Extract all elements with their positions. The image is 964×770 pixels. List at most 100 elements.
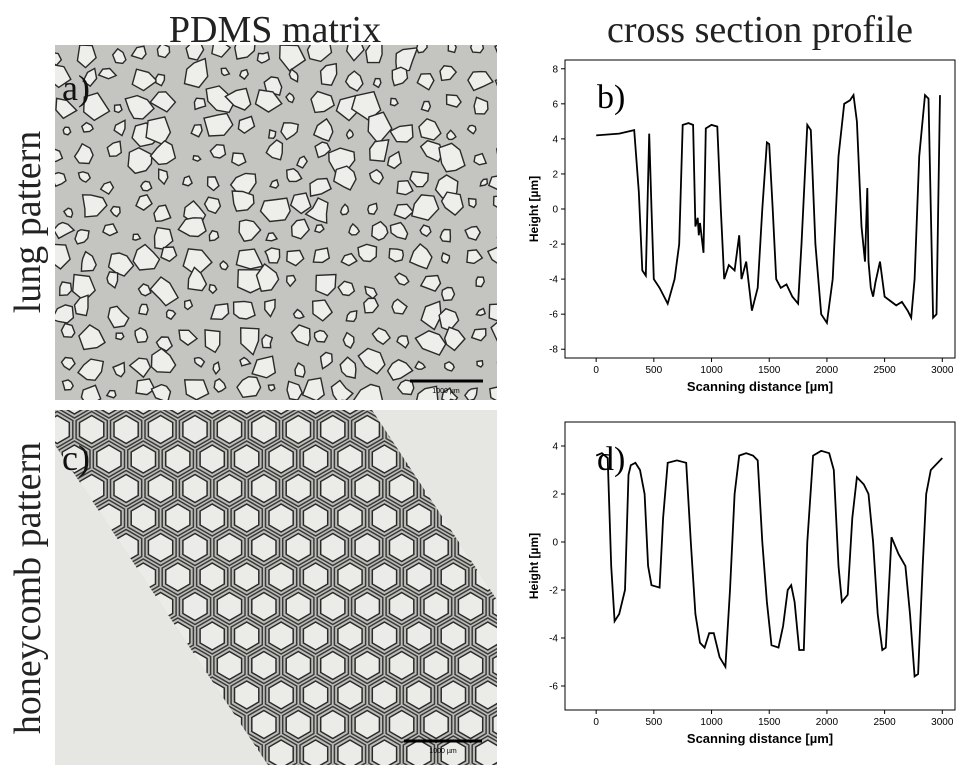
hex-inner [147, 473, 174, 504]
hex-inner [388, 591, 415, 622]
hex-inner [371, 503, 398, 533]
hex-outer [316, 764, 350, 765]
cell [78, 324, 106, 351]
cell [208, 283, 218, 295]
hex-inner [251, 473, 277, 504]
hex-outer [264, 499, 298, 537]
hex-outer [195, 499, 229, 537]
hex-inner [182, 473, 208, 504]
hex-outer [281, 528, 315, 567]
hex-outer [316, 587, 350, 626]
cell [82, 67, 98, 88]
cell [264, 247, 281, 264]
cell [109, 205, 121, 218]
hex-inner [61, 410, 88, 415]
cell [414, 330, 447, 356]
cell [449, 398, 456, 400]
hex-outer [281, 410, 315, 449]
cell [138, 303, 149, 316]
hex-outer [488, 587, 497, 626]
cell [139, 180, 153, 192]
hex-outer [55, 410, 57, 419]
x-tick-label: 1000 [700, 365, 723, 376]
cell [204, 329, 221, 354]
hex-inner [251, 650, 277, 681]
hex-inner [388, 709, 415, 740]
cell [135, 193, 153, 211]
row-label: lung pattern [7, 131, 49, 314]
cell [149, 276, 180, 307]
hex-outer [454, 764, 487, 765]
hex-outer [161, 410, 195, 419]
cell [492, 195, 497, 208]
hex-outer [264, 735, 298, 765]
cell [157, 168, 169, 186]
hex-outer [333, 558, 367, 596]
hex-inner [285, 650, 312, 681]
hex-inner [423, 650, 449, 681]
hex-inner [337, 444, 363, 474]
hex-inner [406, 739, 432, 765]
cell [55, 97, 78, 120]
hex-outer [75, 410, 109, 449]
cell [132, 233, 142, 241]
hex-outer [55, 764, 74, 765]
hex-inner [423, 532, 449, 563]
x-tick-label: 500 [646, 365, 663, 376]
cell [137, 283, 152, 297]
hex-inner [440, 680, 467, 710]
cell [192, 155, 202, 162]
hex-outer [385, 528, 419, 567]
column-title: PDMS matrix [169, 9, 381, 51]
hex-outer [316, 646, 350, 685]
hex-outer [55, 735, 57, 765]
cell [265, 232, 279, 242]
hex-outer [368, 617, 401, 655]
hex-outer [161, 440, 195, 478]
hex-outer [488, 705, 497, 744]
hex-inner [285, 709, 312, 740]
hex-outer [436, 735, 470, 765]
hex-inner [199, 562, 226, 592]
cell [494, 45, 497, 54]
hex-inner [28, 386, 52, 414]
hex-inner [388, 650, 415, 681]
cell [238, 219, 262, 242]
hex-inner [199, 621, 226, 651]
cell [464, 387, 479, 400]
cell [135, 378, 156, 396]
hex-outer [75, 764, 109, 765]
hex-outer [402, 499, 436, 537]
cell [363, 297, 380, 314]
y-tick-label: -4 [549, 634, 558, 645]
cell [487, 175, 497, 190]
cell [494, 79, 497, 87]
cell [55, 243, 71, 270]
cell [475, 276, 486, 288]
hex-outer [350, 764, 384, 765]
cell [292, 308, 305, 320]
x-axis-title: Scanning distance [µm] [687, 731, 833, 746]
hex-inner [337, 410, 363, 415]
cell [160, 246, 178, 263]
cell [74, 228, 90, 245]
profile-line [595, 449, 943, 679]
hex-inner [302, 444, 329, 474]
hex-inner [268, 444, 294, 474]
cell [224, 87, 252, 111]
cell [269, 178, 280, 189]
cell [55, 52, 63, 67]
hex-inner [337, 621, 363, 651]
y-axis-title: Height [µm] [527, 533, 541, 599]
cell [62, 126, 72, 136]
hex-outer [333, 410, 367, 419]
cell [486, 246, 497, 264]
cell [178, 329, 199, 346]
hex-outer [316, 705, 350, 744]
hex-inner [302, 621, 329, 651]
hex-inner [440, 739, 467, 765]
cell [106, 271, 119, 290]
hex-inner [371, 444, 398, 474]
cell [504, 282, 511, 290]
cell [80, 121, 94, 133]
